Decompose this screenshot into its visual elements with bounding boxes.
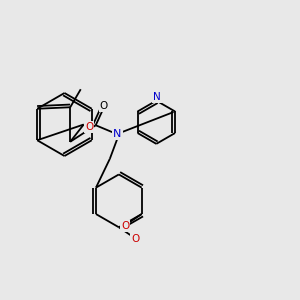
Text: N: N (153, 92, 161, 102)
Text: O: O (121, 221, 129, 231)
Text: O: O (100, 101, 108, 111)
Text: O: O (131, 234, 140, 244)
Text: O: O (85, 122, 93, 132)
Text: N: N (113, 129, 122, 139)
